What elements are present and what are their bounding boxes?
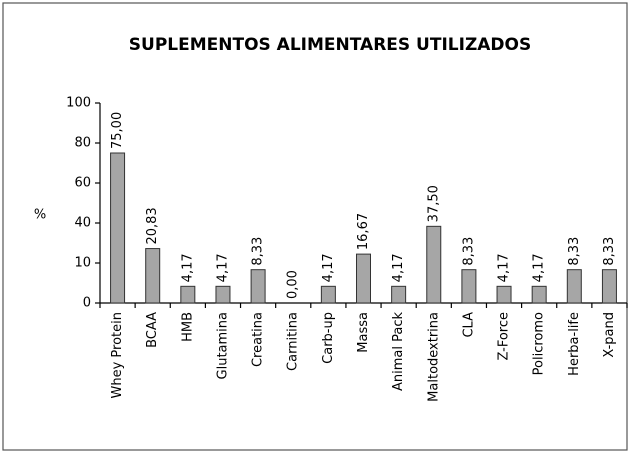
bar <box>496 285 512 304</box>
value-label: 75,00 <box>110 112 125 149</box>
value-label: 4,17 <box>391 253 406 282</box>
value-label: 0,00 <box>286 270 301 299</box>
bar <box>461 269 477 304</box>
x-tick-label: Carb-up <box>321 312 336 364</box>
x-tick-label: Herba-life <box>567 312 582 376</box>
x-tick-label: HMB <box>180 312 195 342</box>
y-tick-label: 80 <box>74 136 91 151</box>
x-tick-label: Creatina <box>251 312 266 367</box>
value-label: 4,17 <box>215 253 230 282</box>
x-tick-label: BCAA <box>145 312 160 348</box>
x-tick-label: X-pand <box>602 312 617 358</box>
x-tick-label: Policromo <box>532 312 547 375</box>
x-tick-label: Animal Pack <box>391 312 406 391</box>
y-tick-label: 10 <box>74 256 91 271</box>
bar <box>250 269 266 304</box>
y-tick-label: 60 <box>74 176 91 191</box>
bar <box>320 285 336 304</box>
value-label: 37,50 <box>426 185 441 222</box>
bar <box>391 285 407 304</box>
x-tick-label: Glutamina <box>215 312 230 379</box>
bar <box>566 269 582 304</box>
y-axis-label: % <box>34 208 46 223</box>
value-label: 20,83 <box>145 207 160 244</box>
bar <box>356 253 371 304</box>
bar <box>110 152 126 304</box>
x-tick-label: Massa <box>356 312 371 353</box>
value-label: 8,33 <box>567 237 582 266</box>
value-label: 4,17 <box>532 253 547 282</box>
value-label: 4,17 <box>180 253 195 282</box>
x-tick-label: CLA <box>461 312 476 338</box>
y-tick-label: 100 <box>66 96 91 111</box>
y-tick-label: 40 <box>74 216 91 231</box>
value-label: 16,67 <box>356 213 371 250</box>
y-tick-label: 0 <box>83 296 91 311</box>
bar <box>145 248 161 304</box>
bar <box>601 269 617 304</box>
chart-title: SUPLEMENTOS ALIMENTARES UTILIZADOS <box>129 35 531 55</box>
value-label: 8,33 <box>602 237 617 266</box>
x-tick-label: Maltodextrina <box>426 312 441 402</box>
value-label: 8,33 <box>251 237 266 266</box>
x-tick-label: Carnitina <box>286 312 301 371</box>
x-tick-label: Whey Protein <box>110 312 125 399</box>
value-label: 4,17 <box>321 253 336 282</box>
bar <box>180 285 196 304</box>
x-tick-label: Z-Force <box>497 312 512 361</box>
value-label: 8,33 <box>461 237 476 266</box>
value-label: 4,17 <box>497 253 512 282</box>
bar <box>531 285 547 304</box>
bar <box>215 285 231 304</box>
bar <box>426 225 442 304</box>
